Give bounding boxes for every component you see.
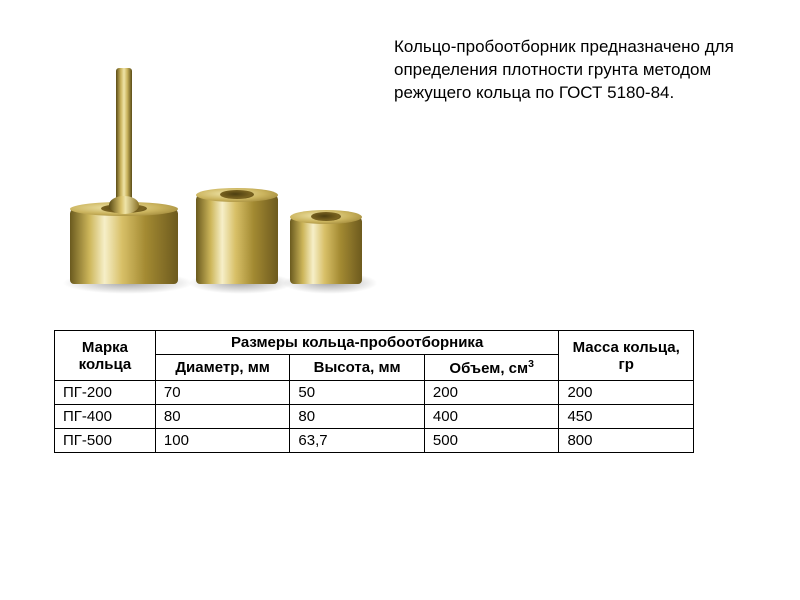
cell-diameter: 100 (155, 429, 290, 453)
table-row: ПГ-50010063,7500800 (55, 429, 694, 453)
cell-height: 50 (290, 381, 425, 405)
cell-volume: 200 (424, 381, 559, 405)
cell-brand: ПГ-500 (55, 429, 156, 453)
cell-brand: ПГ-200 (55, 381, 156, 405)
cell-mass: 800 (559, 429, 694, 453)
cell-diameter: 80 (155, 405, 290, 429)
large-rod (116, 68, 132, 208)
subheader-diameter: Диаметр, мм (155, 355, 290, 381)
subheader-height: Высота, мм (290, 355, 425, 381)
cell-brand: ПГ-400 (55, 405, 156, 429)
table-row: ПГ-2007050200200 (55, 381, 694, 405)
cell-mass: 450 (559, 405, 694, 429)
cell-volume: 400 (424, 405, 559, 429)
cell-diameter: 70 (155, 381, 290, 405)
cell-volume: 500 (424, 429, 559, 453)
small-cylinder (290, 210, 362, 280)
cell-height: 80 (290, 405, 425, 429)
header-mass: Масса кольца, гр (559, 331, 694, 381)
cell-mass: 200 (559, 381, 694, 405)
large-rod-collar (109, 196, 139, 214)
header-dimensions: Размеры кольца-пробоотборника (155, 331, 559, 355)
description-text: Кольцо-пробоотборник предназначено для о… (394, 36, 754, 105)
header-brand: Марка кольца (55, 331, 156, 381)
product-image (60, 30, 380, 300)
medium-cylinder (196, 188, 278, 280)
table-row: ПГ-4008080400450 (55, 405, 694, 429)
spec-table: Марка кольца Размеры кольца-пробоотборни… (54, 330, 694, 453)
cell-height: 63,7 (290, 429, 425, 453)
subheader-volume: Объем, см3 (424, 355, 559, 381)
